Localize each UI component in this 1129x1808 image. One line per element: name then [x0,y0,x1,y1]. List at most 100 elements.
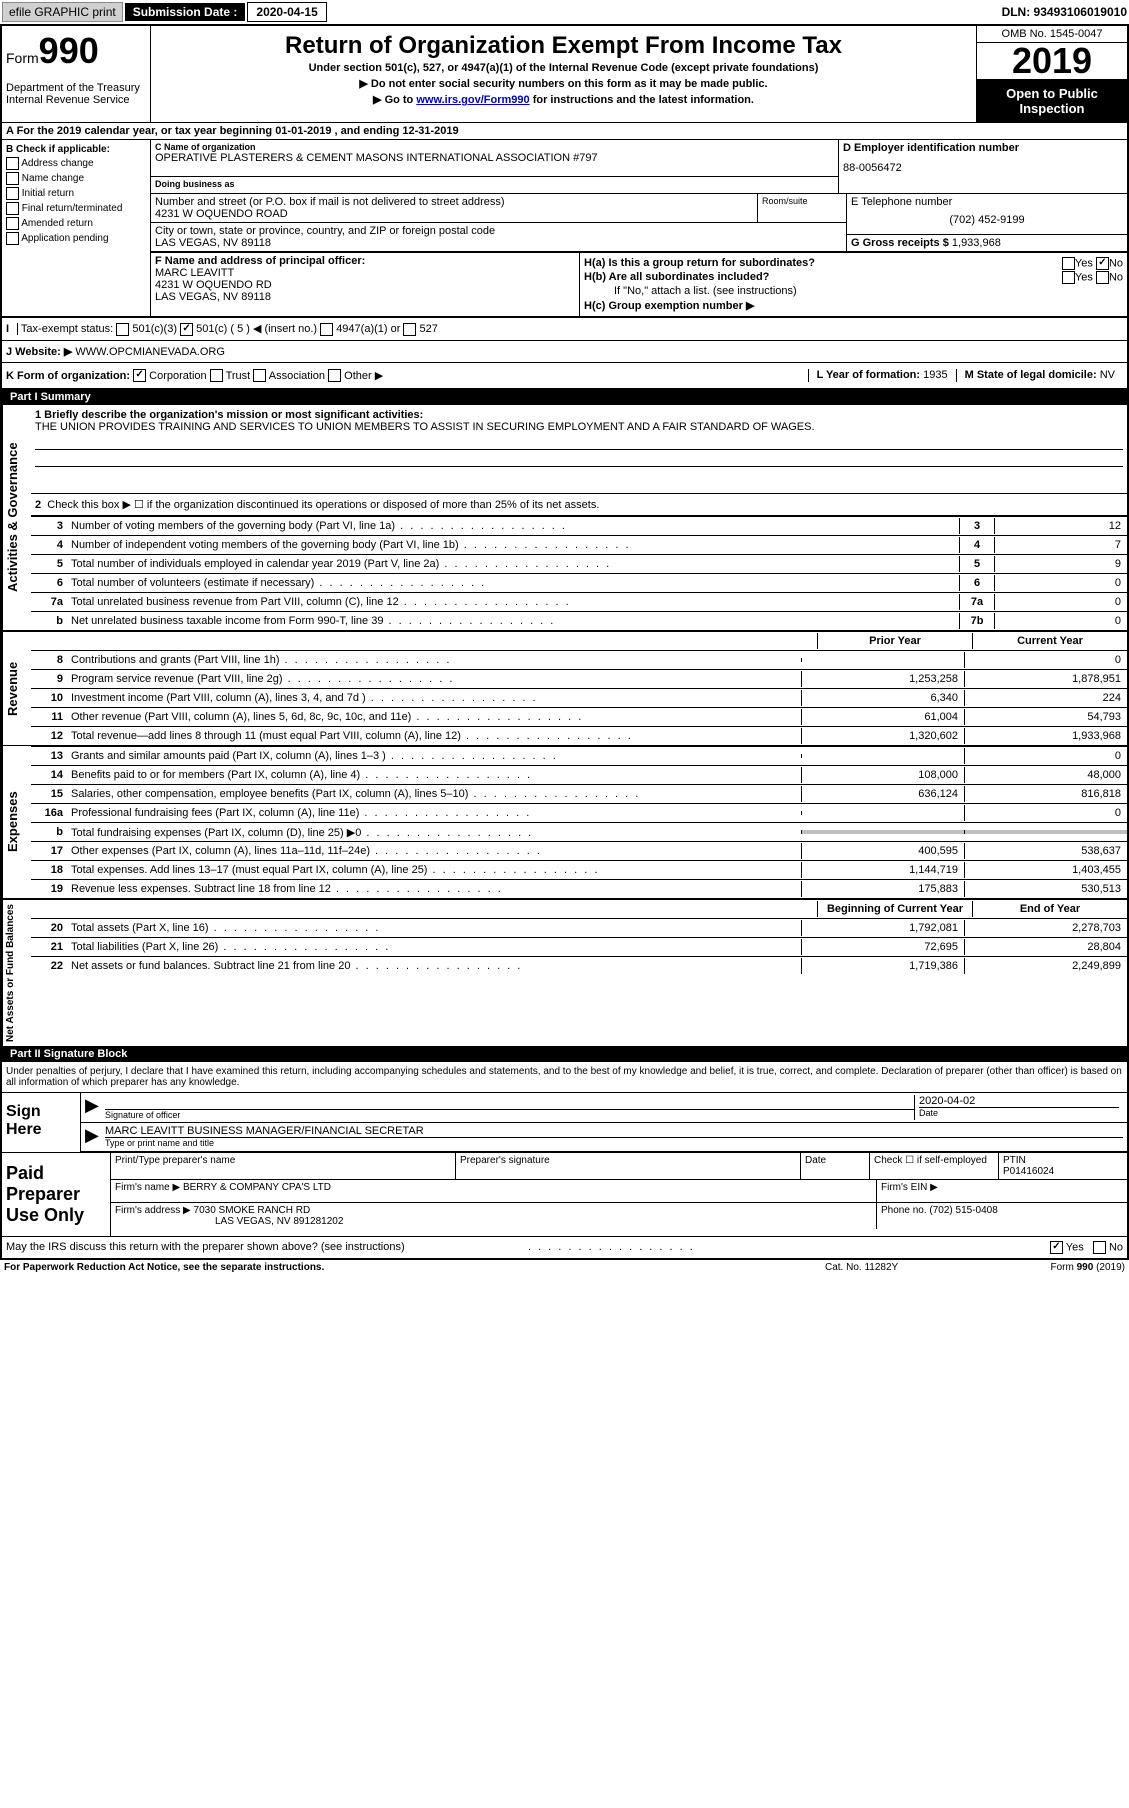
page-footer: For Paperwork Reduction Act Notice, see … [0,1260,1129,1275]
efile-button[interactable]: efile GRAPHIC print [2,2,123,22]
trust-label: Trust [226,370,251,382]
association-checkbox[interactable] [253,369,266,382]
form-number: Form990 [6,30,146,72]
tax-year-range: A For the 2019 calendar year, or tax yea… [6,125,459,137]
side-label-net-assets: Net Assets or Fund Balances [2,900,31,1046]
line-number: 22 [31,958,67,974]
sign-here-label: Sign Here [2,1093,81,1152]
527-checkbox[interactable] [403,323,416,336]
line-description: Contributions and grants (Part VIII, lin… [67,652,801,668]
form-note-1: ▶ Do not enter social security numbers o… [155,77,972,90]
line-number: b [31,613,67,629]
discuss-no-checkbox[interactable] [1093,1241,1106,1254]
line-number: 7a [31,594,67,610]
mission-box: 1 Briefly describe the organization's mi… [31,405,1127,494]
preparer-date-label: Date [800,1153,869,1179]
hb-yes-checkbox[interactable] [1062,271,1075,284]
line-description: Other revenue (Part VIII, column (A), li… [67,709,801,725]
website-label: J Website: ▶ [6,346,72,358]
form-note-2: ▶ Go to www.irs.gov/Form990 for instruct… [155,93,972,106]
table-row: 22 Net assets or fund balances. Subtract… [31,956,1127,975]
discuss-label: May the IRS discuss this return with the… [6,1241,528,1254]
department: Department of the Treasury Internal Reve… [6,82,146,106]
form-page-ref: Form 990 (2019) [975,1262,1125,1273]
name-change-checkbox[interactable] [6,172,19,185]
mission-text: THE UNION PROVIDES TRAINING AND SERVICES… [35,421,1123,433]
side-label-revenue: Revenue [2,632,31,745]
4947-checkbox[interactable] [320,323,333,336]
ptin-value: P01416024 [1003,1166,1054,1177]
table-row: 12 Total revenue—add lines 8 through 11 … [31,726,1127,745]
phone-value: (702) 452-9199 [851,214,1123,226]
table-row: 16a Professional fundraising fees (Part … [31,803,1127,822]
line-number: 19 [31,881,67,897]
line-number: 4 [31,537,67,553]
table-row: 4 Number of independent voting members o… [31,535,1127,554]
prior-value: 1,792,081 [801,920,964,936]
amended-return-checkbox[interactable] [6,217,19,230]
501c3-checkbox[interactable] [116,323,129,336]
tax-year: 2019 [977,43,1127,80]
line-number: 18 [31,862,67,878]
address-change-checkbox[interactable] [6,157,19,170]
prior-year-header: Prior Year [817,633,972,649]
line-number: 10 [31,690,67,706]
line-description: Total revenue—add lines 8 through 11 (mu… [67,728,801,744]
sig-date-label: Date [919,1107,1119,1118]
hb-no-checkbox[interactable] [1096,271,1109,284]
form-label: Form [6,50,39,66]
line-description: Number of independent voting members of … [67,537,959,553]
irs-link[interactable]: www.irs.gov/Form990 [416,94,529,106]
discuss-yes-checkbox[interactable] [1050,1241,1063,1254]
line-box: 7a [959,594,994,610]
sig-date-value: 2020-04-02 [919,1095,1119,1107]
side-label-governance: Activities & Governance [2,405,31,630]
mission-label: 1 Briefly describe the organization's mi… [35,409,423,421]
preparer-name-label: Print/Type preparer's name [111,1153,455,1179]
association-label: Association [269,370,325,382]
ha-no-checkbox[interactable] [1096,257,1109,270]
current-value [964,830,1127,834]
line-box: 4 [959,537,994,553]
current-value: 0 [964,805,1127,821]
application-pending-checkbox[interactable] [6,232,19,245]
prior-value [801,754,964,758]
table-row: 13 Grants and similar amounts paid (Part… [31,746,1127,765]
501c-checkbox[interactable] [180,323,193,336]
ha-yes-checkbox[interactable] [1062,257,1075,270]
firm-ein-label: Firm's EIN ▶ [876,1180,1127,1202]
current-value: 48,000 [964,767,1127,783]
line-description: Benefits paid to or for members (Part IX… [67,767,801,783]
officer-name: MARC LEAVITT [155,267,575,279]
firm-name: BERRY & COMPANY CPA'S LTD [183,1182,331,1193]
table-row: 11 Other revenue (Part VIII, column (A),… [31,707,1127,726]
other-checkbox[interactable] [328,369,341,382]
year-formation-label: L Year of formation: [817,369,921,381]
tax-status-label: Tax-exempt status: [21,323,113,335]
line-number: 20 [31,920,67,936]
hb-note: If "No," attach a list. (see instruction… [584,285,1123,297]
current-value: 1,933,968 [964,728,1127,744]
final-return-checkbox[interactable] [6,202,19,215]
other-label: Other ▶ [344,370,383,382]
line-number: 13 [31,748,67,764]
paperwork-notice: For Paperwork Reduction Act Notice, see … [4,1262,825,1273]
firm-phone-label: Phone no. [881,1205,927,1216]
line-description: Total assets (Part X, line 16) [67,920,801,936]
line-number: 6 [31,575,67,591]
begin-year-header: Beginning of Current Year [817,901,972,917]
initial-return-checkbox[interactable] [6,187,19,200]
line-description: Total number of volunteers (estimate if … [67,575,959,591]
trust-checkbox[interactable] [210,369,223,382]
line-value: 0 [994,594,1127,610]
officer-address: 4231 W OQUENDO RD [155,279,575,291]
dba-label: Doing business as [151,176,838,191]
corporation-checkbox[interactable] [133,369,146,382]
line-number: 3 [31,518,67,534]
current-value: 224 [964,690,1127,706]
state-domicile-label: M State of legal domicile: [965,369,1097,381]
line-description: Other expenses (Part IX, column (A), lin… [67,843,801,859]
line-description: Net unrelated business taxable income fr… [67,613,959,629]
hc-label: H(c) Group exemption number ▶ [584,300,754,312]
discuss-no: No [1109,1242,1123,1254]
